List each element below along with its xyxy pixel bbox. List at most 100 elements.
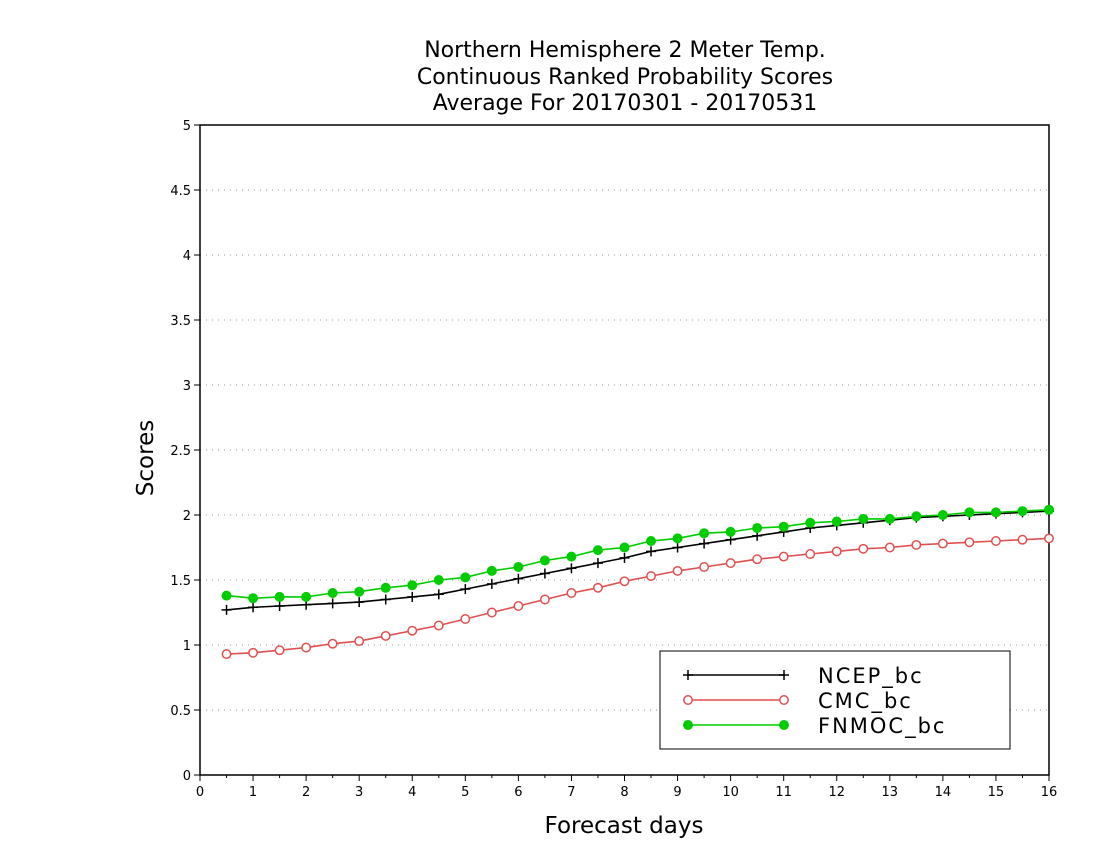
data-point-cmc-bc [248, 647, 259, 658]
data-point-ncep-bc [566, 563, 577, 574]
data-point-cmc-bc [1017, 534, 1028, 545]
x-axis-label: Forecast days [545, 813, 704, 839]
x-tick-label: 16 [1041, 785, 1058, 800]
legend-label: FNMOC_bc [818, 714, 946, 739]
x-tick-label: 15 [988, 785, 1005, 800]
data-point-fnmoc-bc [672, 533, 683, 544]
data-point-cmc-bc [831, 546, 842, 557]
x-tick-label: 10 [722, 785, 739, 800]
data-point-fnmoc-bc [725, 526, 736, 537]
data-point-cmc-bc [884, 542, 895, 553]
data-point-cmc-bc [513, 601, 524, 611]
y-axis-label: Scores [133, 420, 159, 496]
data-point-fnmoc-bc [752, 523, 763, 533]
data-point-ncep-bc [672, 542, 683, 553]
legend-label: CMC_bc [818, 689, 913, 714]
data-point-fnmoc-bc [592, 545, 603, 556]
y-tick-label: 3.5 [170, 314, 191, 329]
data-point-cmc-bc [646, 571, 656, 582]
data-point-fnmoc-bc [274, 591, 285, 602]
legend-marker [779, 720, 789, 730]
legend-marker [683, 720, 693, 730]
x-axis-ticks: 0 1 2 3 4 5 6 7 8 9 10 11 12 13 14 15 16 [196, 775, 1057, 800]
data-point-cmc-bc [433, 620, 444, 631]
data-point-ncep-bc [699, 538, 710, 549]
data-point-fnmoc-bc [964, 507, 975, 518]
data-point-cmc-bc [752, 554, 763, 565]
data-point-cmc-bc [964, 537, 975, 548]
series-ncep-bc [221, 506, 1054, 615]
data-point-ncep-bc [433, 589, 444, 600]
y-tick-label: 5 [183, 119, 191, 134]
data-point-ncep-bc [646, 546, 657, 557]
data-point-fnmoc-bc [380, 582, 391, 593]
y-tick-label: 2.5 [170, 444, 191, 459]
data-point-cmc-bc [566, 588, 577, 598]
data-point-cmc-bc [301, 642, 312, 653]
data-point-cmc-bc [619, 576, 630, 587]
data-point-ncep-bc [407, 591, 418, 602]
x-tick-label: 4 [408, 785, 416, 800]
legend-marker [779, 670, 789, 680]
data-point-fnmoc-bc [858, 513, 869, 524]
data-point-ncep-bc [354, 597, 365, 608]
data-point-fnmoc-bc [539, 555, 550, 566]
legend-item-ncep-bc: NCEP_bc [683, 664, 924, 689]
data-point-fnmoc-bc [486, 565, 497, 576]
x-tick-label: 9 [673, 785, 681, 800]
series-layer [221, 504, 1054, 660]
data-point-ncep-bc [592, 558, 603, 569]
data-point-fnmoc-bc [221, 590, 232, 601]
legend-item-fnmoc-bc: FNMOC_bc [683, 714, 946, 739]
x-tick-label: 6 [514, 785, 522, 800]
x-tick-label: 7 [567, 785, 575, 800]
data-point-fnmoc-bc [513, 562, 524, 572]
y-axis-ticks: 0 0.5 1 1.5 2 2.5 3 3.5 4 4.5 5 [170, 119, 200, 784]
y-tick-label: 4.5 [170, 184, 191, 199]
data-point-ncep-bc [380, 594, 391, 605]
data-point-cmc-bc [990, 536, 1001, 546]
data-point-fnmoc-bc [1044, 504, 1054, 515]
data-point-cmc-bc [354, 636, 365, 647]
data-point-cmc-bc [725, 558, 736, 569]
data-point-cmc-bc [672, 565, 683, 576]
data-point-fnmoc-bc [354, 586, 365, 597]
legend-label: NCEP_bc [818, 664, 924, 689]
x-tick-label: 2 [302, 785, 310, 800]
data-point-cmc-bc [1044, 533, 1054, 544]
legend-item-cmc-bc: CMC_bc [683, 689, 913, 714]
legend-marker [779, 695, 789, 705]
data-point-ncep-bc [274, 601, 285, 611]
data-point-ncep-bc [513, 573, 524, 584]
data-point-fnmoc-bc [433, 575, 444, 585]
x-tick-label: 1 [249, 785, 257, 800]
x-tick-label: 12 [828, 785, 845, 800]
legend-marker [683, 670, 693, 680]
data-point-cmc-bc [778, 551, 789, 562]
data-point-fnmoc-bc [327, 588, 338, 598]
data-point-cmc-bc [539, 594, 550, 605]
series-line-cmc-bc [226, 537, 1050, 655]
data-point-fnmoc-bc [884, 513, 895, 524]
y-tick-label: 0.5 [170, 704, 191, 719]
data-point-fnmoc-bc [778, 521, 789, 532]
data-point-ncep-bc [539, 568, 550, 579]
series-line-ncep-bc [226, 510, 1050, 611]
chart-title-line-3: Average For 20170301 - 20170531 [433, 91, 818, 116]
data-point-cmc-bc [805, 549, 816, 559]
data-point-ncep-bc [619, 552, 630, 563]
data-point-cmc-bc [380, 630, 391, 641]
data-point-fnmoc-bc [911, 511, 922, 522]
x-tick-label: 11 [775, 785, 792, 800]
chart-title-line-1: Northern Hemisphere 2 Meter Temp. [424, 38, 826, 63]
data-point-fnmoc-bc [646, 536, 657, 546]
y-tick-label: 1.5 [170, 574, 191, 589]
data-point-fnmoc-bc [937, 510, 948, 520]
chart-title: Northern Hemisphere 2 Meter Temp. Contin… [417, 38, 833, 116]
data-point-fnmoc-bc [699, 528, 710, 539]
chart-title-line-2: Continuous Ranked Probability Scores [417, 65, 833, 90]
data-point-cmc-bc [937, 538, 948, 549]
data-point-ncep-bc [460, 584, 471, 595]
data-point-ncep-bc [327, 598, 338, 609]
x-tick-label: 13 [882, 785, 899, 800]
